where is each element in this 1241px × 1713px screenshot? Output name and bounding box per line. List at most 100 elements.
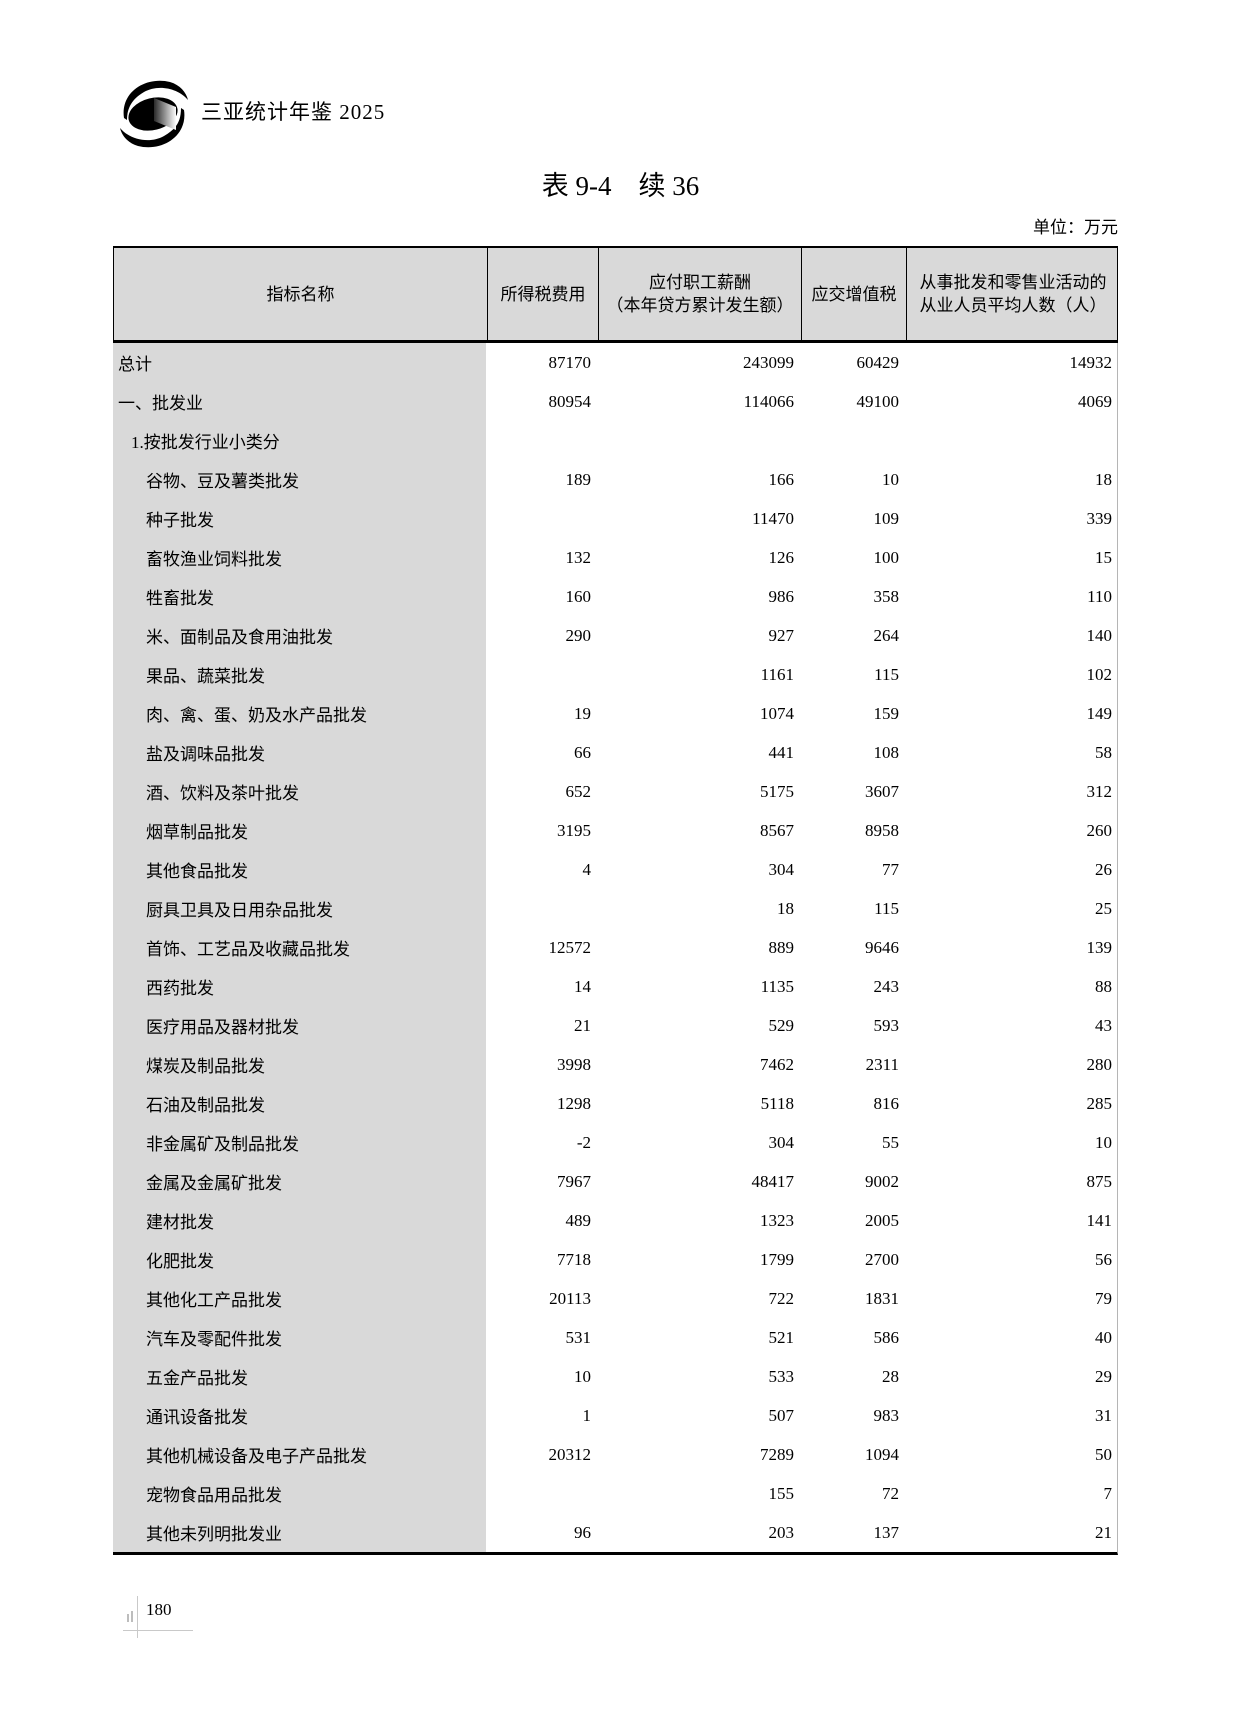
row-label: 宠物食品用品批发 — [113, 1474, 486, 1513]
row-value: 137 — [873, 1522, 900, 1542]
row-value: 339 — [1086, 508, 1113, 528]
table-row: 畜牧渔业饲料批发 132 126 100 15 — [113, 538, 1117, 577]
footer-frame-line-horizontal — [123, 1630, 193, 1631]
table-row: 通讯设备批发 1 507 983 31 — [113, 1396, 1117, 1435]
row-value: 2700 — [865, 1249, 899, 1269]
row-value: 55 — [882, 1132, 899, 1152]
row-value: 159 — [873, 703, 900, 723]
row-value: 1323 — [760, 1210, 794, 1230]
table-row: 1.按批发行业小类分 — [113, 421, 1117, 460]
row-value: 48417 — [751, 1171, 795, 1191]
row-value: 986 — [768, 586, 795, 606]
row-value: 7718 — [557, 1249, 591, 1269]
row-label: 建材批发 — [113, 1201, 486, 1240]
row-value: 139 — [1086, 937, 1113, 957]
row-value: 109 — [873, 508, 900, 528]
row-value: 12572 — [548, 937, 592, 957]
row-value: 533 — [768, 1366, 795, 1386]
row-value: 31 — [1095, 1405, 1112, 1425]
row-label: 首饰、工艺品及收藏品批发 — [113, 928, 486, 967]
row-value: 722 — [768, 1288, 795, 1308]
table-row: 肉、禽、蛋、奶及水产品批发 19 1074 159 149 — [113, 694, 1117, 733]
row-value: 56 — [1095, 1249, 1112, 1269]
row-value: 304 — [768, 859, 795, 879]
footer-anchor-icon — [127, 1611, 135, 1622]
row-value: 5118 — [760, 1093, 794, 1113]
row-label: 其他未列明批发业 — [113, 1513, 486, 1552]
row-value: 28 — [882, 1366, 899, 1386]
column-header-income-tax: 所得税费用 — [487, 248, 598, 340]
row-value: 115 — [874, 664, 899, 684]
table-body: 总计 87170 243099 60429 14932 一、批发业 80954 … — [113, 343, 1118, 1555]
row-value: 4069 — [1078, 391, 1112, 411]
table-row: 金属及金属矿批发 7967 48417 9002 875 — [113, 1162, 1117, 1201]
row-value: 50 — [1095, 1444, 1112, 1464]
row-value: 110 — [1087, 586, 1112, 606]
row-value: 155 — [768, 1483, 795, 1503]
page-title: 表 9-4 续 36 — [541, 171, 700, 201]
row-value: 5175 — [760, 781, 794, 801]
row-value: 9646 — [865, 937, 899, 957]
column-header-payroll: 应付职工薪酬 （本年贷方累计发生额） — [598, 248, 801, 340]
row-value: 20312 — [548, 1444, 592, 1464]
column-header-indicator: 指标名称 — [266, 284, 335, 304]
table-header-row: 指标名称 所得税费用 应付职工薪酬 （本年贷方累计发生额） 应交增值税 从事批发… — [113, 246, 1118, 343]
row-value: 1 — [582, 1405, 592, 1425]
row-value: 3195 — [557, 820, 591, 840]
row-value — [597, 421, 800, 460]
table-row: 汽车及零配件批发 531 521 586 40 — [113, 1318, 1117, 1357]
row-value — [486, 1474, 597, 1513]
row-value: 1298 — [557, 1093, 591, 1113]
row-label: 其他机械设备及电子产品批发 — [113, 1435, 486, 1474]
table-row: 烟草制品批发 3195 8567 8958 260 — [113, 811, 1117, 850]
row-value: 1831 — [865, 1288, 899, 1308]
table-row: 种子批发 11470 109 339 — [113, 499, 1117, 538]
row-value: 18 — [1095, 469, 1112, 489]
row-value: 114066 — [743, 391, 794, 411]
row-value: 189 — [565, 469, 592, 489]
row-value: 3998 — [557, 1054, 591, 1074]
table-row: 其他未列明批发业 96 203 137 21 — [113, 1513, 1117, 1552]
row-label: 西药批发 — [113, 967, 486, 1006]
row-value: 7289 — [760, 1444, 794, 1464]
row-value: 88 — [1095, 976, 1112, 996]
row-value: 40 — [1095, 1327, 1112, 1347]
row-value: 18 — [777, 898, 794, 918]
table-row: 医疗用品及器材批发 21 529 593 43 — [113, 1006, 1117, 1045]
row-label: 米、面制品及食用油批发 — [113, 616, 486, 655]
row-value: 441 — [768, 742, 795, 762]
row-value: 15 — [1095, 547, 1112, 567]
row-label: 五金产品批发 — [113, 1357, 486, 1396]
row-value: 8567 — [760, 820, 794, 840]
row-value: 1799 — [760, 1249, 794, 1269]
row-label: 非金属矿及制品批发 — [113, 1123, 486, 1162]
table-row: 首饰、工艺品及收藏品批发 12572 889 9646 139 — [113, 928, 1117, 967]
row-value: 489 — [565, 1210, 592, 1230]
table-row: 一、批发业 80954 114066 49100 4069 — [113, 382, 1117, 421]
row-value: 1094 — [865, 1444, 899, 1464]
table-row: 总计 87170 243099 60429 14932 — [113, 343, 1117, 382]
row-value: 149 — [1086, 703, 1113, 723]
table-row: 厨具卫具及日用杂品批发 18 115 25 — [113, 889, 1117, 928]
row-value: 927 — [768, 625, 795, 645]
table-row: 化肥批发 7718 1799 2700 56 — [113, 1240, 1117, 1279]
table-row: 宠物食品用品批发 155 72 7 — [113, 1474, 1117, 1513]
column-header-avg-employees: 从事批发和零售业活动的 从业人员平均人数（人） — [906, 248, 1119, 340]
table-row: 其他化工产品批发 20113 722 1831 79 — [113, 1279, 1117, 1318]
row-label: 汽车及零配件批发 — [113, 1318, 486, 1357]
row-value: 10 — [882, 469, 899, 489]
statistics-table: 指标名称 所得税费用 应付职工薪酬 （本年贷方累计发生额） 应交增值税 从事批发… — [113, 246, 1118, 1555]
row-value — [486, 655, 597, 694]
row-label: 金属及金属矿批发 — [113, 1162, 486, 1201]
row-value: 1074 — [760, 703, 794, 723]
row-label: 一、批发业 — [113, 382, 486, 421]
row-label: 通讯设备批发 — [113, 1396, 486, 1435]
row-value: 4 — [582, 859, 592, 879]
row-value: 21 — [574, 1015, 591, 1035]
yearbook-title: 三亚统计年鉴 2025 — [201, 100, 386, 124]
row-label: 盐及调味品批发 — [113, 733, 486, 772]
row-label: 其他化工产品批发 — [113, 1279, 486, 1318]
row-value: 29 — [1095, 1366, 1112, 1386]
row-value: 160 — [565, 586, 592, 606]
row-value: 19 — [574, 703, 591, 723]
